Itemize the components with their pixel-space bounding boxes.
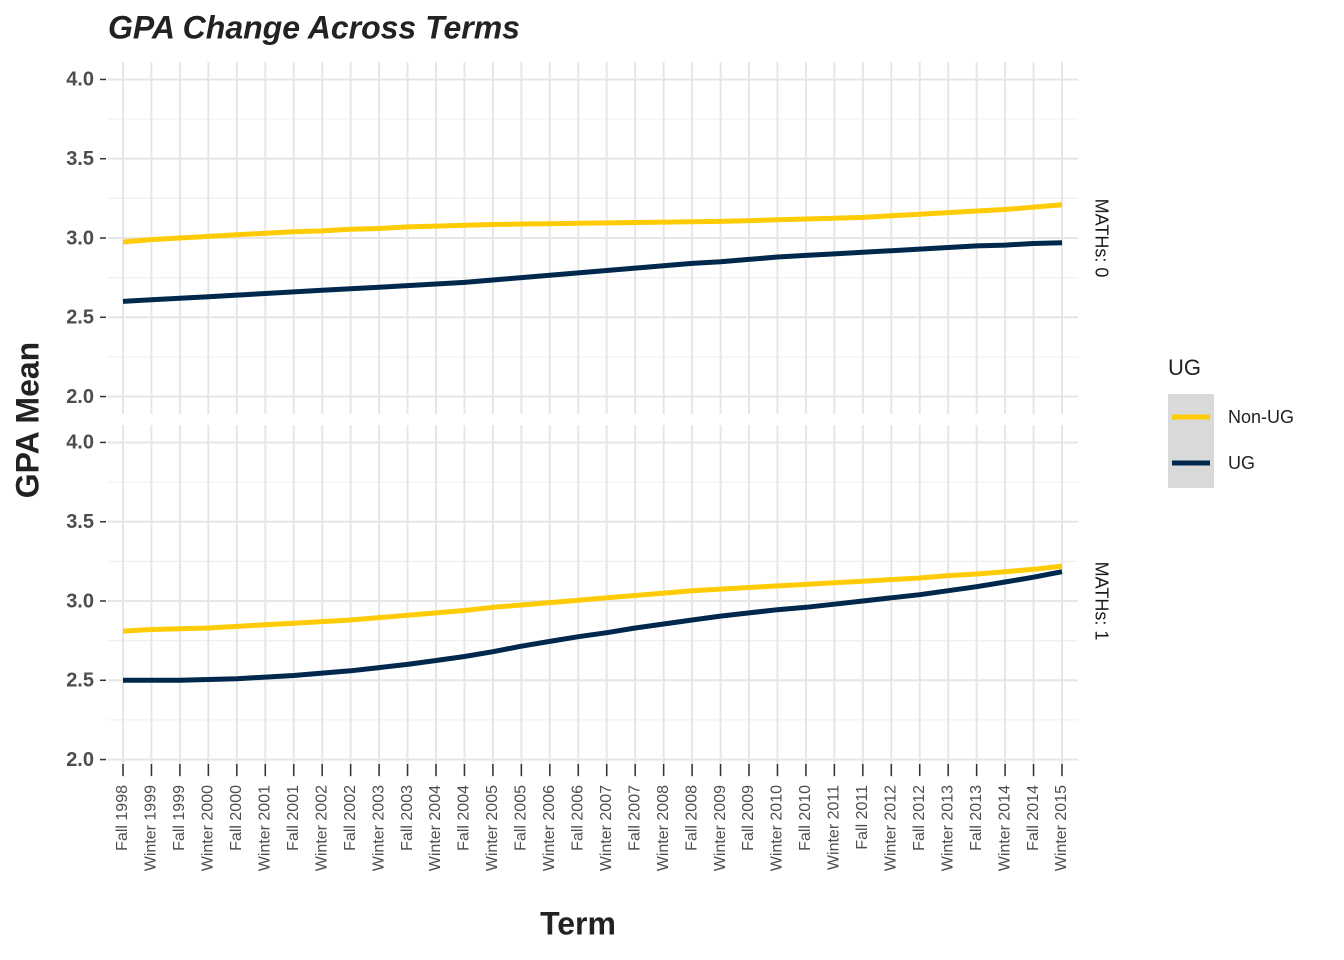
x-tick-label: Winter 2006 [541,785,558,871]
legend-label: UG [1228,453,1255,473]
x-tick-label: Winter 2008 [655,785,672,871]
y-axis-label: GPA Mean [9,342,45,498]
x-tick-label: Fall 2003 [399,785,416,851]
y-tick-label: 4.0 [66,432,94,454]
x-tick-label: Fall 2009 [740,785,757,851]
chart-title: GPA Change Across Terms [108,9,520,45]
y-tick-label: 3.0 [66,227,94,249]
x-tick-label: Winter 2012 [882,785,899,871]
x-tick-label: Winter 2001 [256,785,273,871]
y-tick-label: 3.0 [66,590,94,612]
x-tick-label: Winter 2015 [1053,785,1070,871]
series-line [122,240,1063,304]
x-tick-label: Winter 2004 [427,785,444,871]
x-tick-label: Fall 2000 [228,785,245,851]
x-tick-label: Winter 2011 [826,785,843,870]
x-tick-label: Winter 2005 [484,785,501,871]
series-line [123,569,1063,683]
y-tick-label: 3.5 [66,148,94,170]
series-line [122,563,1063,634]
x-tick-label: Fall 2004 [456,785,473,851]
x-tick-label: Fall 2002 [342,785,359,851]
y-tick-label: 2.0 [66,749,94,771]
x-axis-label: Term [540,905,616,941]
x-tick-label: Fall 2010 [797,785,814,851]
x-tick-label: Winter 2013 [939,785,956,871]
x-tick-label: Winter 2014 [996,785,1013,871]
x-tick-label: Fall 1999 [171,785,188,851]
y-tick-label: 4.0 [66,69,94,91]
x-tick-label: Winter 1999 [143,785,160,871]
x-tick-label: Winter 2009 [712,785,729,871]
x-tick-label: Fall 2014 [1025,785,1042,851]
x-tick-label: Winter 2007 [598,785,615,871]
x-tick-label: Fall 2008 [683,785,700,851]
x-tick-label: Winter 2000 [200,785,217,871]
x-tick-label: Fall 2013 [968,785,985,851]
x-tick-label: Fall 2011 [854,785,871,850]
x-tick-label: Winter 2002 [313,785,330,871]
series-line [122,202,1063,245]
facet-label: MATHs: 1 [1091,562,1111,641]
x-tick-label: Winter 2003 [370,785,387,871]
y-tick-label: 2.5 [66,307,94,329]
facet-label: MATHs: 0 [1091,199,1111,278]
legend-label: Non-UG [1228,407,1294,427]
legend-key-background [1168,394,1214,488]
x-tick-label: Fall 2012 [911,785,928,851]
x-tick-label: Fall 2001 [285,785,302,851]
x-tick-label: Fall 2005 [513,785,530,851]
y-tick-label: 2.0 [66,386,94,408]
legend-title: UG [1168,355,1201,380]
y-tick-label: 2.5 [66,670,94,692]
x-tick-label: Winter 2010 [769,785,786,871]
x-tick-label: Fall 1998 [114,785,131,851]
x-tick-label: Fall 2007 [626,785,643,851]
x-tick-label: Fall 2006 [569,785,586,851]
y-tick-label: 3.5 [66,511,94,533]
